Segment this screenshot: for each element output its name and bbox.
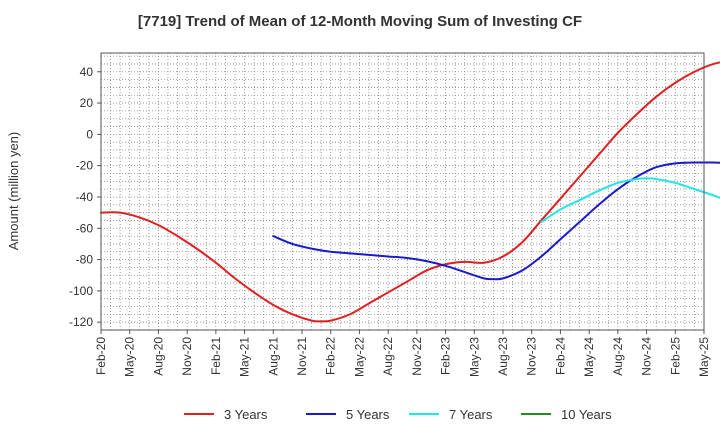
x-tick-label: Nov-23 <box>525 337 539 376</box>
y-axis-ticks: 40 20 0 -20 -40 -60 -80 -100 -120 <box>69 65 101 329</box>
series-line-3-years <box>100 61 720 323</box>
legend: 3 Years 5 Years 7 Years 10 Years <box>184 407 612 422</box>
x-tick-label: Feb-25 <box>668 337 682 375</box>
y-tick-label: 0 <box>86 127 93 141</box>
y-tick-label: -80 <box>76 253 94 267</box>
y-tick-label: 40 <box>80 65 94 79</box>
legend-label: 5 Years <box>346 407 390 422</box>
x-tick-label: Aug-23 <box>496 337 510 376</box>
legend-item-10-years: 10 Years <box>521 407 612 422</box>
legend-item-5-years: 5 Years <box>306 407 390 422</box>
series-line-7-years <box>540 177 720 224</box>
x-tick-label: Nov-24 <box>640 337 654 376</box>
y-tick-label: -100 <box>69 284 93 298</box>
x-tick-label: Feb-23 <box>439 337 453 375</box>
y-tick-label: -60 <box>76 221 94 235</box>
chart-title: [7719] Trend of Mean of 12-Month Moving … <box>138 13 582 30</box>
x-tick-label: Nov-21 <box>295 337 309 376</box>
grid <box>101 53 704 331</box>
x-tick-label: Aug-21 <box>266 337 280 376</box>
x-tick-label: May-22 <box>352 337 366 377</box>
x-tick-label: May-24 <box>582 337 596 377</box>
x-tick-label: May-21 <box>238 337 252 377</box>
x-tick-label: Aug-20 <box>151 337 165 376</box>
y-tick-label: -40 <box>76 190 94 204</box>
x-tick-label: Aug-24 <box>611 337 625 376</box>
y-tick-label: -120 <box>69 315 93 329</box>
legend-item-3-years: 3 Years <box>184 407 268 422</box>
legend-item-7-years: 7 Years <box>409 407 493 422</box>
x-tick-label: Feb-22 <box>324 337 338 375</box>
x-tick-label: Feb-24 <box>553 337 567 375</box>
x-tick-label: May-25 <box>697 337 711 377</box>
plot-area <box>100 52 720 331</box>
x-axis-ticks: Feb-20 May-20 Aug-20 Nov-20 Feb-21 May-21 Aug-… <box>94 330 711 377</box>
plot-border <box>100 52 705 331</box>
series-layer <box>100 61 720 323</box>
series-line-5-years <box>272 161 720 281</box>
x-tick-label: Feb-20 <box>94 337 108 375</box>
x-tick-label: May-20 <box>123 337 137 377</box>
legend-label: 7 Years <box>449 407 493 422</box>
y-tick-label: -20 <box>76 159 94 173</box>
x-tick-label: May-23 <box>467 337 481 377</box>
legend-label: 3 Years <box>224 407 268 422</box>
x-tick-label: Feb-21 <box>209 337 223 375</box>
x-tick-label: Aug-22 <box>381 337 395 376</box>
x-tick-label: Nov-22 <box>410 337 424 376</box>
x-tick-label: Nov-20 <box>180 337 194 376</box>
y-axis-label: Amount (million yen) <box>6 132 21 251</box>
y-tick-label: 20 <box>80 96 94 110</box>
legend-label: 10 Years <box>561 407 612 422</box>
